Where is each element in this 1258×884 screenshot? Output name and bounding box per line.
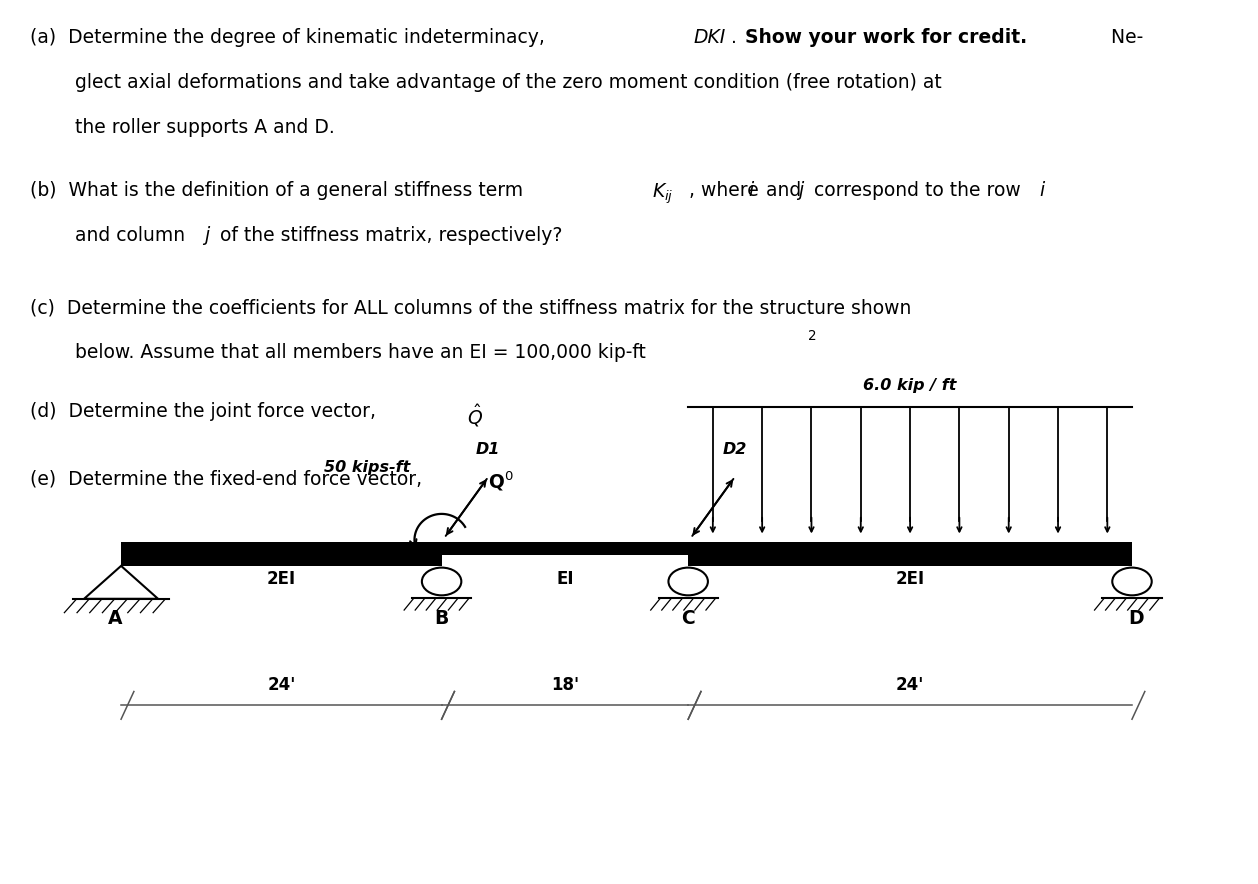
Text: D: D [1128, 609, 1144, 629]
Text: D2: D2 [722, 442, 747, 457]
Bar [688, 542, 1132, 566]
Text: Ne-: Ne- [1098, 28, 1144, 47]
Text: $\hat{Q}$: $\hat{Q}$ [468, 402, 483, 429]
Text: B: B [434, 609, 449, 629]
Text: i: i [749, 181, 754, 200]
Text: 2: 2 [808, 329, 816, 342]
Text: $\mathbf{Q}^0$: $\mathbf{Q}^0$ [488, 469, 515, 493]
Text: 24': 24' [267, 676, 296, 694]
Text: glect axial deformations and take advantage of the zero moment condition (free r: glect axial deformations and take advant… [75, 73, 942, 92]
Text: EI: EI [556, 570, 574, 588]
Text: of the stiffness matrix, respectively?: of the stiffness matrix, respectively? [214, 226, 562, 245]
Text: 2EI: 2EI [896, 570, 925, 588]
Text: (c)  Determine the coefficients for ALL columns of the stiffness matrix for the : (c) Determine the coefficients for ALL c… [30, 298, 911, 317]
Text: C: C [682, 609, 696, 629]
Text: (b)  What is the definition of a general stiffness term: (b) What is the definition of a general … [30, 181, 528, 200]
Text: , where: , where [689, 181, 765, 200]
Text: j: j [798, 181, 803, 200]
Text: (e)  Determine the fixed-end force vector,: (e) Determine the fixed-end force vector… [30, 469, 428, 488]
Text: 18': 18' [551, 676, 579, 694]
Bar [442, 542, 688, 555]
Text: A: A [108, 609, 122, 629]
Polygon shape [84, 566, 159, 598]
Text: Show your work for credit.: Show your work for credit. [745, 28, 1027, 47]
Bar [121, 542, 442, 566]
Text: and: and [760, 181, 806, 200]
Text: below. Assume that all members have an EI = 100,000 kip-ft: below. Assume that all members have an E… [75, 343, 647, 362]
Text: 2EI: 2EI [267, 570, 296, 588]
Text: $K_{ij}$: $K_{ij}$ [653, 181, 674, 206]
Text: i: i [1039, 181, 1045, 200]
Text: and column: and column [75, 226, 191, 245]
Text: j: j [204, 226, 209, 245]
Text: correspond to the row: correspond to the row [808, 181, 1027, 200]
Text: the roller supports A and D.: the roller supports A and D. [75, 118, 335, 137]
Text: (d)  Determine the joint force vector,: (d) Determine the joint force vector, [30, 402, 382, 421]
Text: D1: D1 [476, 442, 501, 457]
Text: (a)  Determine the degree of kinematic indeterminacy,: (a) Determine the degree of kinematic in… [30, 28, 551, 47]
Text: .: . [731, 28, 743, 47]
Text: DKI: DKI [693, 28, 726, 47]
Text: 24': 24' [896, 676, 925, 694]
Text: 6.0 kip / ft: 6.0 kip / ft [863, 378, 957, 393]
Text: 50 kips-ft: 50 kips-ft [325, 460, 411, 475]
